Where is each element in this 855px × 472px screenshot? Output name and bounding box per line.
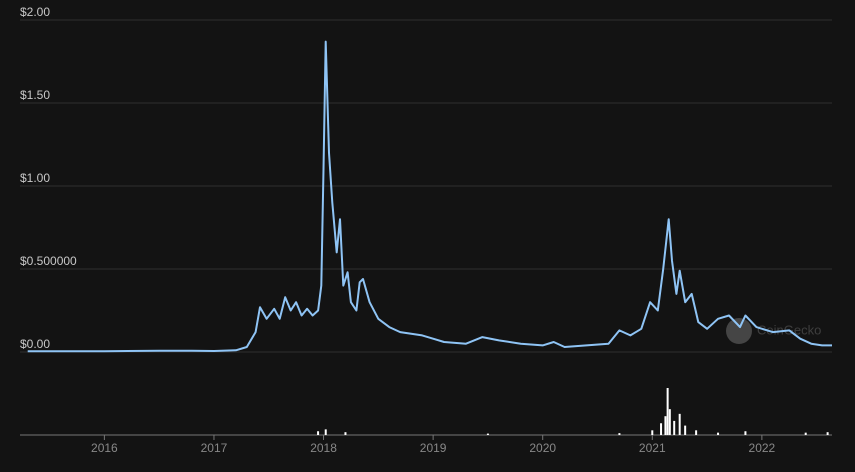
- volume-bar: [666, 388, 669, 435]
- volume-bar: [804, 432, 807, 435]
- volume-bar: [486, 433, 489, 435]
- volume-bar: [651, 430, 654, 435]
- y-tick-label: $2.00: [20, 5, 50, 19]
- x-tick-label: 2019: [420, 441, 447, 455]
- volume-bar: [317, 431, 320, 435]
- volume-bar: [618, 433, 621, 435]
- watermark-logo: [726, 318, 752, 344]
- x-tick-label: 2018: [310, 441, 337, 455]
- volume-bar: [673, 420, 676, 435]
- volume-bar: [744, 431, 747, 435]
- y-tick-label: $0.00: [20, 337, 50, 351]
- volume-bar: [660, 423, 663, 435]
- volume-bar: [717, 432, 720, 435]
- y-tick-label: $1.50: [20, 88, 50, 102]
- y-tick-label: $1.00: [20, 171, 50, 185]
- volume-bar: [826, 432, 829, 435]
- x-tick-label: 2020: [529, 441, 556, 455]
- x-tick-label: 2021: [639, 441, 666, 455]
- y-tick-label: $0.500000: [20, 254, 77, 268]
- volume-bar: [664, 416, 667, 435]
- volume-bar: [668, 409, 671, 435]
- volume-bar: [695, 430, 698, 435]
- volume-bar: [324, 429, 327, 435]
- x-tick-label: 2016: [91, 441, 118, 455]
- x-tick-label: 2022: [749, 441, 776, 455]
- price-line: [27, 40, 832, 353]
- volume-bar: [678, 413, 681, 435]
- volume-bar: [344, 432, 347, 435]
- x-tick-label: 2017: [201, 441, 228, 455]
- volume-bar: [684, 425, 687, 435]
